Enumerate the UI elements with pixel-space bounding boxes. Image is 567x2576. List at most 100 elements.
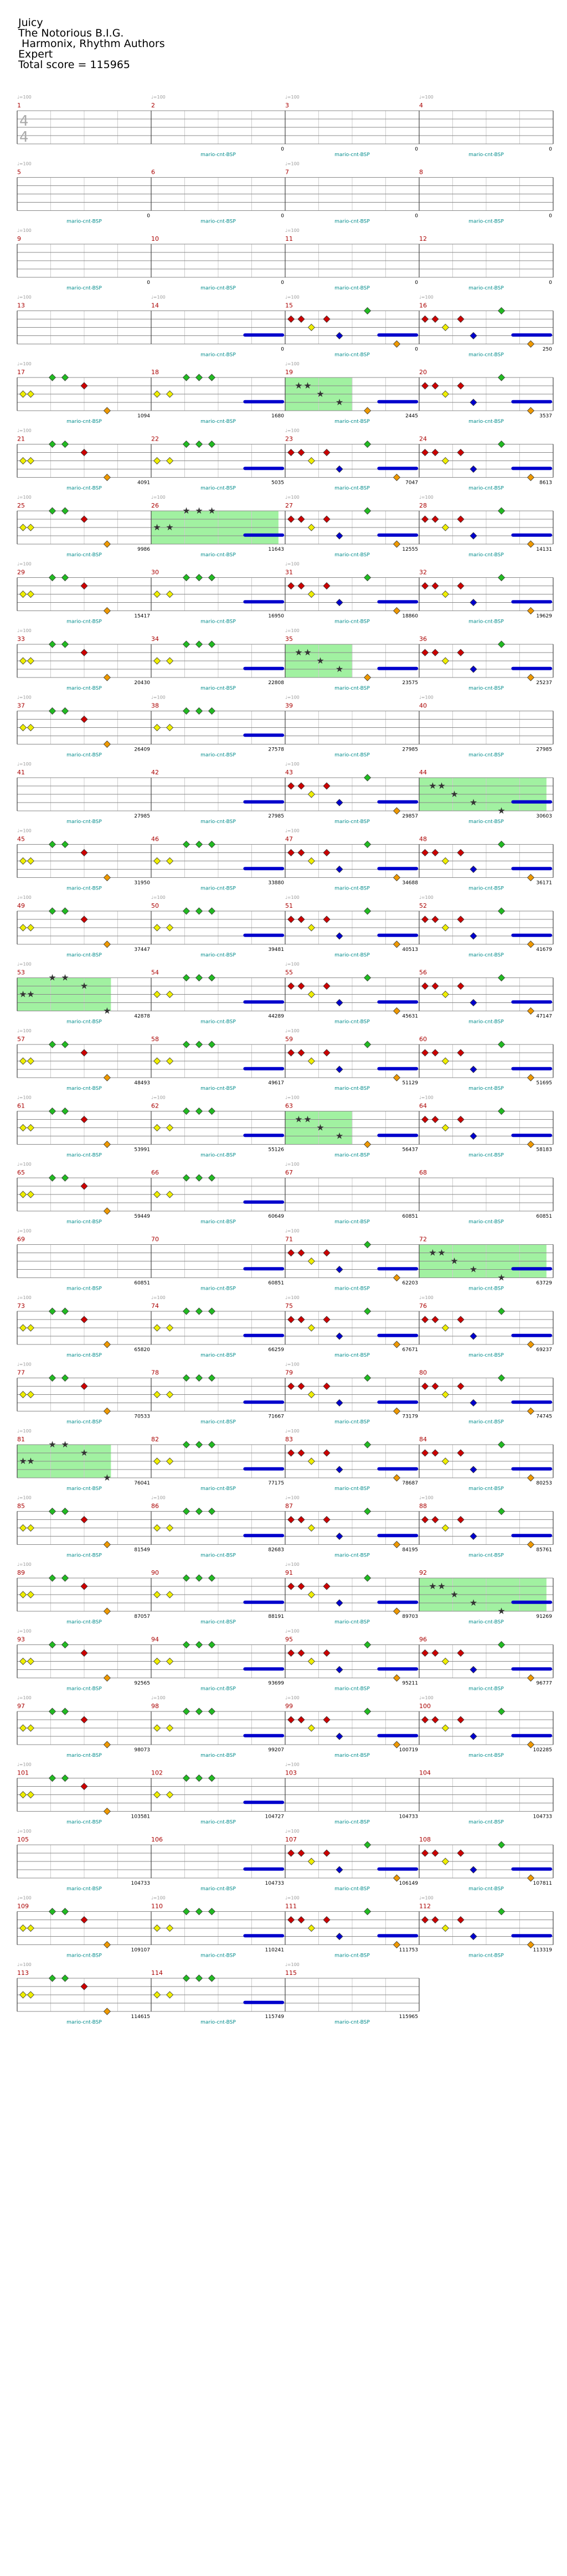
green-gem [48,1774,56,1782]
yellow-gem [307,457,315,465]
star-note: ★ [295,1114,302,1125]
measure-score: 44289 [268,1014,284,1020]
multiplier-label: mario-cnt-BSP [66,819,102,825]
star-note: ★ [103,1006,111,1016]
green-gem [208,374,216,381]
red-gem [457,849,465,857]
measure-score: 5035 [271,480,284,486]
measure-number: 8 [419,169,423,176]
red-gem [80,915,88,923]
yellow-gem [166,1791,174,1799]
tempo-marker: ♩=100 [17,1429,32,1434]
red-gem [287,448,295,457]
measure-number: 77 [17,1369,25,1377]
multiplier-label: mario-cnt-BSP [66,1286,102,1292]
blue-gem [336,598,343,607]
red-gem [421,382,429,390]
green-gem [48,440,56,448]
measure-score: 60851 [536,1214,552,1219]
orange-gem [393,1741,401,1749]
tempo-marker: ♩=100 [285,1295,300,1300]
tempo-marker: ♩=100 [285,562,300,567]
red-gem [80,1316,88,1323]
yellow-gem [153,457,161,465]
yellow-gem [441,390,449,398]
multiplier-label: mario-cnt-BSP [200,1687,236,1692]
multiplier-label: mario-cnt-BSP [66,1153,102,1158]
measure-score: 76041 [134,1481,150,1486]
multiplier-label: mario-cnt-BSP [200,1086,236,1092]
tempo-marker: ♩=100 [17,962,32,967]
measure-number: 105 [17,1836,29,1843]
measure-number: 55 [285,969,293,976]
multiplier-label: mario-cnt-BSP [200,953,236,958]
staff-system: ♩=100 ♩=100 105 104733 mario-cnt-BSP 106 10473… [17,1829,554,1892]
green-gem [182,1574,190,1582]
blue-gem [470,1732,477,1740]
tempo-marker: ♩=100 [285,1496,300,1501]
blue-gem [470,665,477,673]
orange-gem [103,1540,111,1549]
yellow-gem [166,857,174,865]
orange-gem [393,1074,401,1082]
tempo-marker: ♩=100 [285,1429,300,1434]
red-gem [431,1449,439,1457]
measure-score: 11643 [268,547,284,552]
yellow-gem [153,1191,161,1198]
staff-system: ♩=100 ♩=100 ♩=100 ♩=100 109 109107 mario-cnt-B… [17,1896,554,1959]
multiplier-label: mario-cnt-BSP [334,1620,370,1625]
time-signature-top: 4 [19,113,29,130]
yellow-gem [19,457,27,465]
star-note: ★ [437,780,445,791]
measure-score: 51695 [536,1080,552,1086]
red-gem [457,1449,465,1457]
yellow-gem [27,1324,34,1332]
green-gem [182,1708,190,1715]
green-gem [182,1974,190,1982]
measure-score: 96777 [536,1681,552,1687]
red-gem [287,982,295,990]
measure-number: 113 [17,1969,29,1977]
staff-system: ♩=100 ♩=100 57 48493 mario-cnt-BSP 58 49617 mar… [17,1028,554,1092]
tempo-marker: ♩=100 [151,495,166,500]
yellow-gem [27,1191,34,1198]
blue-gem [336,865,343,873]
orange-gem [527,1540,535,1549]
yellow-gem [441,323,449,332]
orange-gem [103,1074,111,1082]
measure-score: 93699 [268,1681,284,1687]
green-gem [61,573,69,582]
red-gem [421,1716,429,1724]
blue-gem [336,332,343,340]
measure-score: 66259 [268,1347,284,1353]
blue-gem [336,1732,343,1740]
orange-gem [103,1741,111,1749]
red-gem [80,1515,88,1524]
blue-gem [470,999,477,1007]
red-gem [80,1582,88,1590]
red-gem [421,1916,429,1924]
measure-number: 32 [419,569,427,576]
yellow-gem [27,1724,34,1732]
blue-gem [336,1665,343,1674]
green-gem [498,507,506,515]
multiplier-label: mario-cnt-BSP [200,1820,236,1825]
measure-number: 37 [17,702,25,710]
green-gem [48,1041,56,1048]
measure-score: 48493 [134,1080,150,1086]
measure-number: 36 [419,635,427,643]
multiplier-label: mario-cnt-BSP [334,1086,370,1092]
green-gem [364,1240,372,1249]
yellow-gem [27,390,34,398]
red-gem [323,1449,331,1457]
measure-score: 115749 [265,2014,285,2020]
multiplier-label: mario-cnt-BSP [66,753,102,758]
red-gem [421,582,429,590]
yellow-gem [153,924,161,932]
tempo-marker: ♩=100 [17,1629,32,1634]
multiplier-label: mario-cnt-BSP [468,1486,504,1492]
star-note: ★ [153,522,161,532]
red-gem [297,448,305,457]
green-gem [364,907,372,915]
green-gem [48,1974,56,1982]
